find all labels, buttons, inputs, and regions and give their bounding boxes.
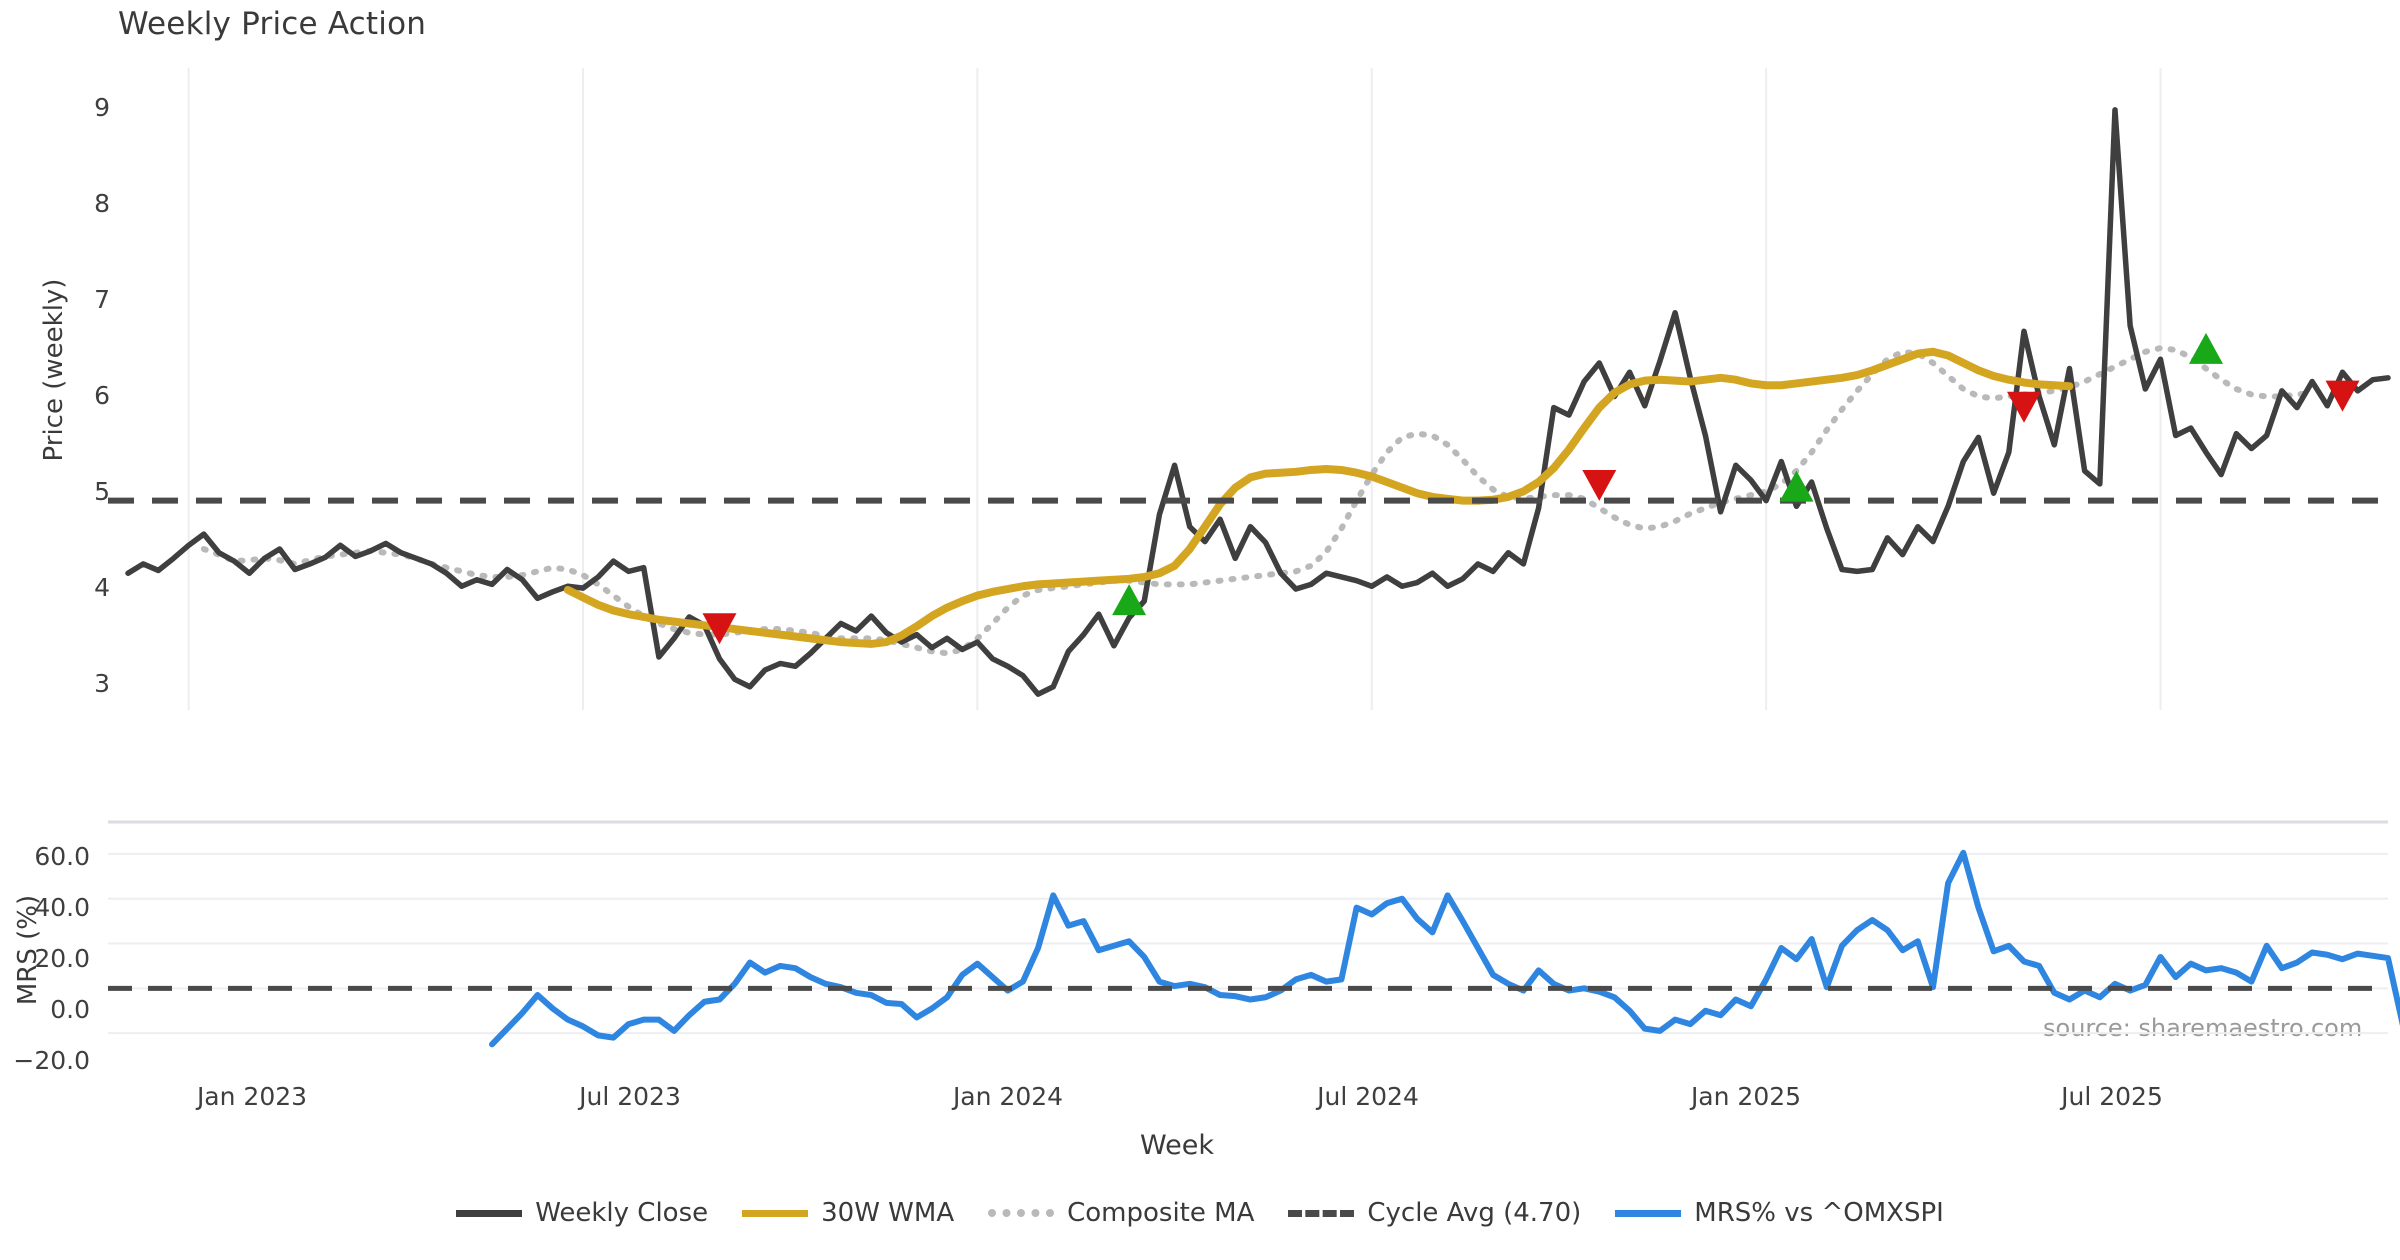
price-ytick-8: 8 <box>94 189 110 218</box>
legend-item-composite-ma[interactable]: Composite MA <box>988 1198 1254 1228</box>
signal-markers <box>702 332 2360 645</box>
legend-label: Composite MA <box>1067 1198 1255 1228</box>
price-ytick-6: 6 <box>94 381 110 410</box>
xtick-jan-2024: Jan 2024 <box>952 1082 1064 1111</box>
xtick-jan-2023: Jan 2023 <box>196 1082 308 1111</box>
x-axis-label: Week <box>1140 1130 1214 1161</box>
mrs-ytick-20: 20.0 <box>34 944 90 973</box>
weekly-close-line <box>125 107 2391 697</box>
legend-label: MRS% vs ^OMXSPI <box>1694 1198 1944 1228</box>
price-gridlines <box>187 68 2162 710</box>
xtick-jan-2025: Jan 2025 <box>1690 1082 1802 1111</box>
price-ytick-4: 4 <box>94 573 110 602</box>
wma-line <box>563 347 2074 648</box>
composite-ma-line <box>200 345 2316 657</box>
composite-ma-swatch-icon <box>988 1209 1055 1217</box>
price-axis-label: Price (weekly) <box>39 278 69 462</box>
mrs-ytick-60: 60.0 <box>34 842 90 871</box>
legend-item-weekly-close[interactable]: Weekly Close <box>456 1198 708 1228</box>
wma-swatch-icon <box>742 1209 809 1217</box>
page-title: Weekly Price Action <box>118 6 427 42</box>
mrs-ytick-40: 40.0 <box>34 893 90 922</box>
mrs-ytick-m20: −20.0 <box>13 1046 90 1075</box>
legend-label: 30W WMA <box>821 1198 955 1228</box>
mrs-ytick-0: 0.0 <box>50 995 90 1024</box>
cycle-avg-swatch-icon <box>1288 1209 1355 1217</box>
xtick-jul-2024: Jul 2024 <box>1317 1082 1419 1111</box>
legend-item-wma[interactable]: 30W WMA <box>742 1198 954 1228</box>
legend: Weekly Close 30W WMA Composite MA Cycle … <box>0 1198 2400 1228</box>
price-ytick-7: 7 <box>94 285 110 314</box>
xtick-jul-2025: Jul 2025 <box>2061 1082 2163 1111</box>
legend-item-cycle-avg[interactable]: Cycle Avg (4.70) <box>1288 1198 1581 1228</box>
legend-item-mrs[interactable]: MRS% vs ^OMXSPI <box>1615 1198 1944 1228</box>
xtick-jul-2023: Jul 2023 <box>579 1082 681 1111</box>
legend-label: Weekly Close <box>535 1198 709 1228</box>
price-ytick-5: 5 <box>94 477 110 506</box>
price-ytick-3: 3 <box>94 669 110 698</box>
source-watermark: source: sharemaestro.com <box>2043 1014 2363 1042</box>
weekly-close-swatch-icon <box>456 1209 523 1217</box>
mrs-gridlines <box>108 820 2388 1035</box>
price-ytick-9: 9 <box>94 93 110 122</box>
legend-label: Cycle Avg (4.70) <box>1367 1198 1582 1228</box>
mrs-swatch-icon <box>1615 1209 1682 1217</box>
